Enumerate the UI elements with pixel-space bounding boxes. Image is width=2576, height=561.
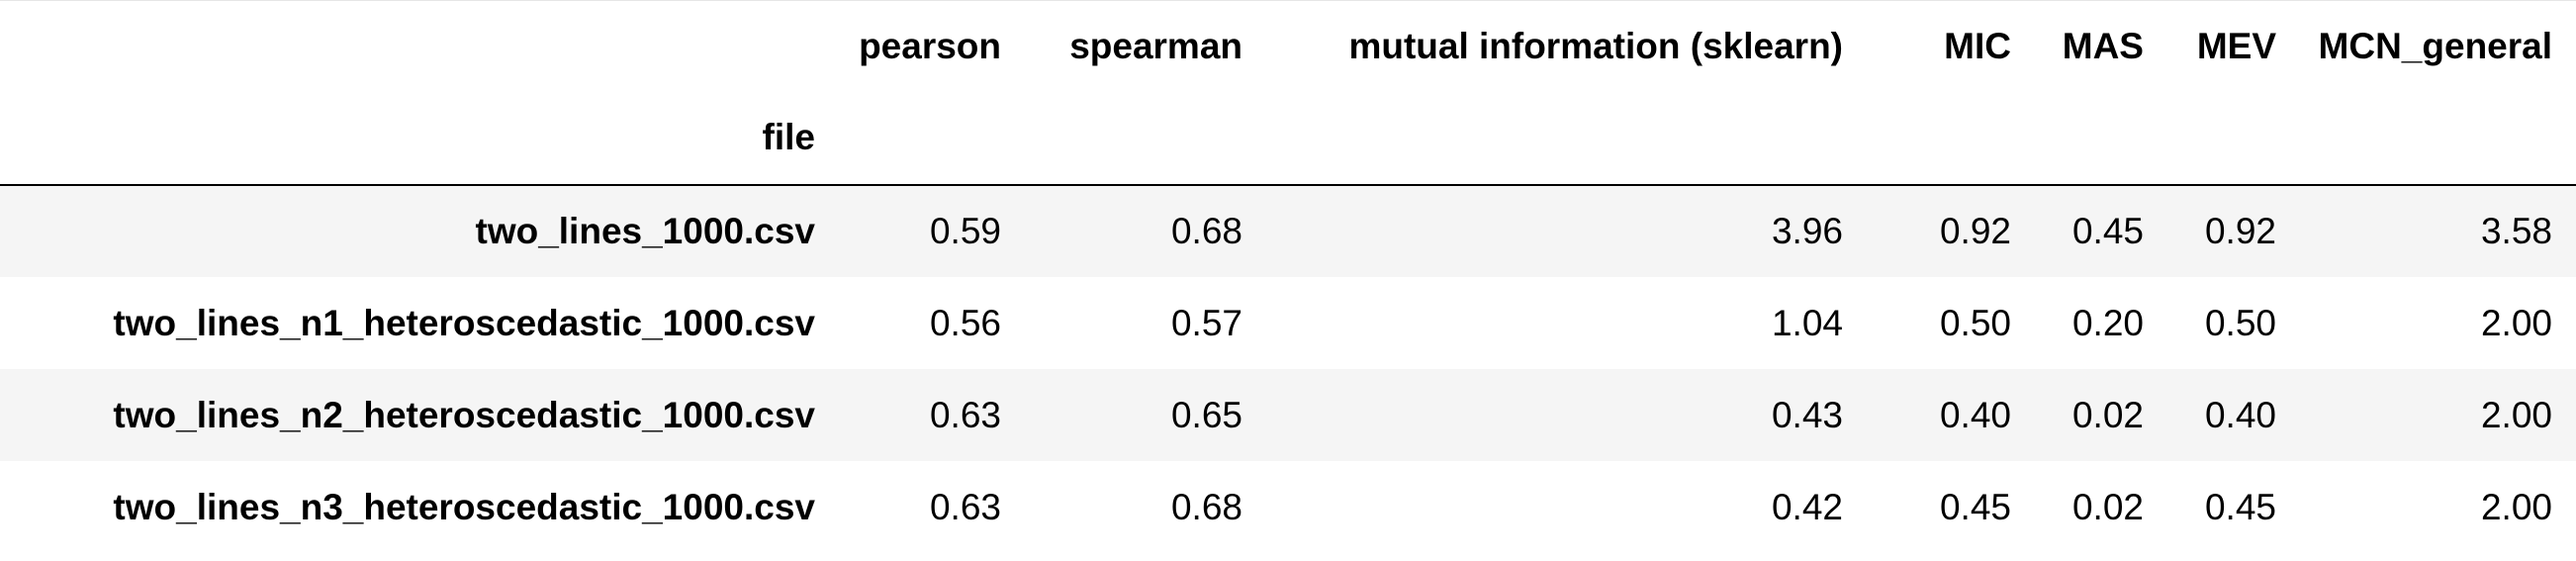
row-label-file: two_lines_n1_heteroscedastic_1000.csv: [113, 302, 815, 343]
index-name-filler: [1025, 91, 1266, 186]
column-header-pearson: pearson: [859, 25, 1001, 66]
cell-mas: 0.02: [2071, 486, 2144, 527]
index-name-label: file: [0, 91, 839, 186]
cell-mutual-information: 0.43: [1771, 394, 1843, 435]
column-header-mic: MIC: [1944, 25, 2011, 66]
cell-mic: 0.50: [1939, 302, 2011, 343]
cell-pearson: 0.63: [929, 394, 1001, 435]
row-label-file: two_lines_1000.csv: [475, 211, 816, 251]
index-name-filler: [1867, 91, 2035, 186]
cell-mas: 0.02: [2071, 394, 2144, 435]
cell-spearman: 0.65: [1170, 394, 1242, 435]
cell-pearson: 0.56: [929, 302, 1001, 343]
cell-mutual-information: 3.96: [1771, 211, 1843, 251]
cell-mutual-information: 1.04: [1771, 302, 1843, 343]
cell-mas: 0.20: [2071, 302, 2144, 343]
index-name-row: file: [0, 91, 2576, 186]
cell-mev: 0.92: [2204, 211, 2276, 251]
cell-mic: 0.40: [1939, 394, 2011, 435]
index-name-filler: [2167, 91, 2300, 186]
column-header-mas: MAS: [2062, 25, 2144, 66]
cell-mutual-information: 0.42: [1771, 486, 1843, 527]
column-header-row: pearson spearman mutual information (skl…: [0, 1, 2576, 91]
cell-mev: 0.45: [2204, 486, 2276, 527]
cell-spearman: 0.68: [1170, 486, 1242, 527]
cell-mcn-general: 2.00: [2480, 302, 2552, 343]
table-row: two_lines_n1_heteroscedastic_1000.csv 0.…: [0, 277, 2576, 369]
column-header-mev: MEV: [2196, 25, 2276, 66]
column-header-mutual-information: mutual information (sklearn): [1348, 25, 1843, 66]
cell-spearman: 0.57: [1170, 302, 1242, 343]
index-corner-cell: [0, 1, 839, 91]
row-label-file: two_lines_n2_heteroscedastic_1000.csv: [113, 394, 815, 435]
cell-spearman: 0.68: [1170, 211, 1242, 251]
index-name-filler: [839, 91, 1025, 186]
cell-pearson: 0.63: [929, 486, 1001, 527]
table-row: two_lines_n2_heteroscedastic_1000.csv 0.…: [0, 369, 2576, 461]
cell-mas: 0.45: [2071, 211, 2144, 251]
cell-mic: 0.45: [1939, 486, 2011, 527]
column-header-mcn-general: MCN_general: [2318, 25, 2552, 66]
row-label-file: two_lines_n3_heteroscedastic_1000.csv: [113, 486, 815, 527]
cell-mev: 0.40: [2204, 394, 2276, 435]
index-name-filler: [2300, 91, 2576, 186]
table-row: two_lines_1000.csv 0.59 0.68 3.96 0.92 0…: [0, 185, 2576, 277]
cell-mcn-general: 3.58: [2480, 211, 2552, 251]
table-body: two_lines_1000.csv 0.59 0.68 3.96 0.92 0…: [0, 185, 2576, 553]
cell-mcn-general: 2.00: [2480, 394, 2552, 435]
cell-mic: 0.92: [1939, 211, 2011, 251]
cell-mcn-general: 2.00: [2480, 486, 2552, 527]
index-name-filler: [2035, 91, 2167, 186]
column-header-spearman: spearman: [1069, 25, 1242, 66]
table-row: two_lines_n3_heteroscedastic_1000.csv 0.…: [0, 461, 2576, 553]
cell-pearson: 0.59: [929, 211, 1001, 251]
table-header: pearson spearman mutual information (skl…: [0, 1, 2576, 186]
cell-mev: 0.50: [2204, 302, 2276, 343]
index-name-filler: [1266, 91, 1867, 186]
